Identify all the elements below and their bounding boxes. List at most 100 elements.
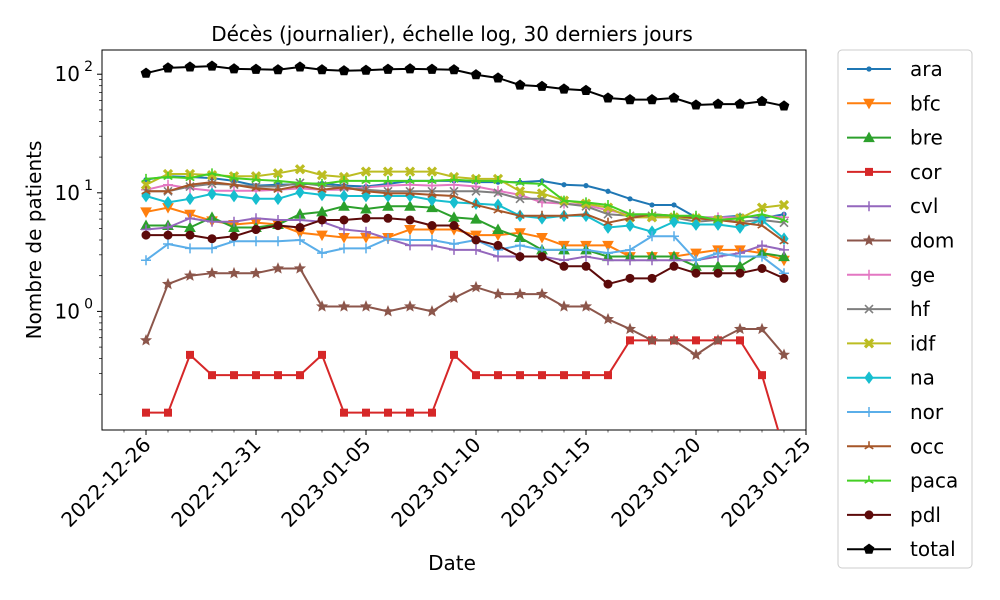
legend-marker (863, 543, 875, 554)
data-point-cor (384, 408, 392, 417)
data-point-na (163, 196, 173, 209)
data-point-nor (273, 236, 283, 247)
legend-item-idf: idf (847, 331, 936, 355)
legend-item-ara: ara (847, 57, 943, 81)
data-point-na (273, 192, 283, 206)
data-point-total (536, 80, 548, 91)
data-point-total (338, 65, 350, 76)
data-point-nor (251, 236, 261, 247)
data-point-pdl (405, 215, 415, 225)
data-point-dom (205, 266, 219, 279)
data-point-cor (560, 371, 568, 380)
data-point-paca (581, 197, 591, 206)
legend-frame (837, 49, 973, 569)
data-point-occ (405, 188, 415, 197)
data-point-idf (778, 199, 790, 211)
legend-item-dom: dom (847, 229, 954, 253)
data-point-total (294, 61, 306, 72)
data-point-dom (689, 348, 703, 361)
legend-marker (866, 66, 872, 72)
data-point-paca (713, 214, 723, 224)
legend-item-pdl: pdl (847, 503, 941, 527)
legend-label: bfc (910, 91, 941, 115)
data-point-total (426, 63, 438, 74)
data-point-cor (472, 371, 480, 380)
data-point-na (317, 188, 327, 202)
data-point-ge (493, 185, 503, 196)
data-point-nor (603, 248, 613, 259)
data-point-paca (383, 175, 393, 185)
legend-item-ge: ge (847, 263, 935, 287)
legend-label: nor (910, 400, 944, 424)
data-point-idf (404, 166, 416, 177)
series-pdl (141, 213, 789, 289)
legend-marker (864, 441, 874, 450)
data-point-total (404, 63, 416, 74)
data-point-pdl (603, 279, 613, 289)
legend-label: bre (910, 126, 943, 150)
data-point-paca (207, 168, 217, 177)
data-point-nor (317, 248, 327, 259)
data-point-pdl (273, 221, 283, 231)
data-point-idf (426, 166, 438, 177)
x-tick-label: 2022-12-31 (166, 433, 265, 532)
data-point-occ (427, 189, 437, 199)
data-point-pdl (449, 221, 459, 231)
data-point-occ (449, 190, 459, 200)
data-point-total (624, 94, 636, 105)
data-point-dom (491, 287, 505, 300)
data-point-dom (623, 322, 637, 335)
data-point-nor (383, 233, 393, 244)
data-point-paca (471, 175, 481, 185)
series-line-paca (145, 172, 785, 221)
legend-item-bfc: bfc (847, 91, 941, 115)
legend-item-occ: occ (847, 434, 944, 458)
legend-items: ara bfc bre cor cvl dom ge hf idf na nor occ paca pdl… (847, 57, 958, 561)
data-point-total (162, 62, 174, 73)
data-point-paca (273, 175, 283, 185)
data-point-paca (185, 173, 195, 182)
data-point-dom (293, 262, 307, 274)
data-point-bre (228, 221, 240, 232)
series-line-ara (145, 175, 785, 220)
data-point-cvl (339, 224, 349, 235)
data-point-total (558, 83, 570, 94)
data-point-occ (603, 217, 613, 226)
data-point-paca (339, 175, 349, 185)
data-point-pdl (625, 273, 635, 283)
legend-item-cor: cor (847, 160, 942, 184)
legend-label: na (910, 366, 935, 390)
data-point-occ (361, 186, 371, 195)
data-point-nor (647, 231, 657, 242)
data-point-cvl (229, 216, 239, 227)
y-axis-label: Nombre de patients (22, 141, 46, 340)
data-point-nor (361, 243, 371, 254)
data-point-nor (295, 235, 305, 245)
data-point-paca (229, 173, 239, 182)
data-point-na (339, 189, 349, 203)
data-point-bre (360, 202, 372, 214)
data-point-cor (582, 371, 590, 380)
data-point-occ (163, 186, 173, 195)
data-point-hf (207, 179, 217, 189)
x-tick-label: 2023-01-10 (386, 433, 485, 532)
data-point-paca (251, 174, 261, 183)
data-point-total (250, 63, 262, 74)
data-point-cor (362, 408, 370, 417)
data-point-na (691, 218, 701, 231)
data-point-pdl (493, 240, 503, 250)
data-point-pdl (141, 230, 151, 240)
y-tick-exponent: 1 (84, 178, 93, 194)
data-point-dom (359, 300, 373, 312)
legend-marker (863, 98, 875, 110)
data-point-total (712, 98, 724, 109)
legend-marker (864, 407, 874, 417)
data-point-occ (141, 186, 151, 195)
data-point-cor (208, 371, 216, 380)
data-point-cvl (185, 213, 195, 224)
data-point-nor (141, 255, 151, 266)
data-point-idf (294, 164, 306, 175)
data-point-paca (515, 177, 525, 187)
data-point-nor (713, 248, 723, 259)
data-point-idf (536, 188, 548, 199)
